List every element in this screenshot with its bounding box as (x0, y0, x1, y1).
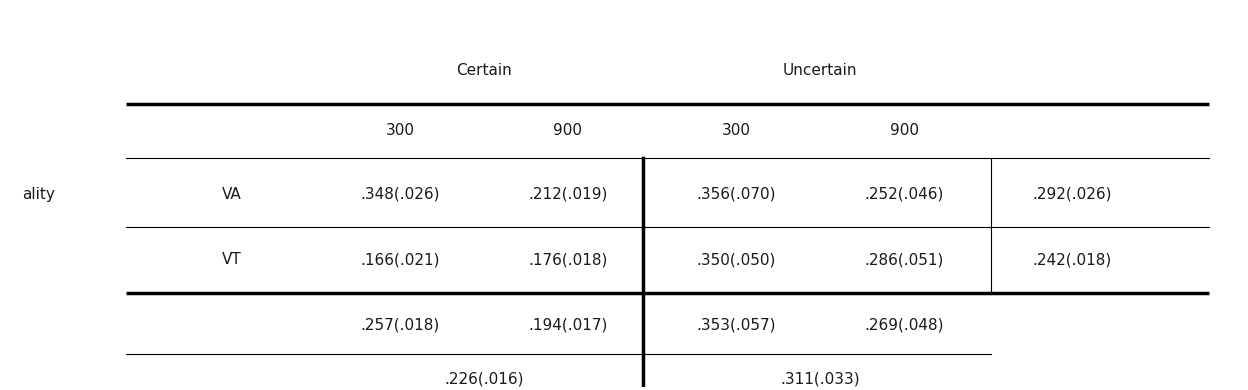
Text: Certain: Certain (456, 63, 512, 78)
Text: .269(.048): .269(.048) (865, 318, 943, 333)
Text: .348(.026): .348(.026) (361, 187, 439, 202)
Text: .242(.018): .242(.018) (1032, 252, 1112, 267)
Text: .292(.026): .292(.026) (1032, 187, 1112, 202)
Text: 900: 900 (890, 123, 919, 138)
Text: Uncertain: Uncertain (782, 63, 857, 78)
Text: .194(.017): .194(.017) (528, 318, 608, 333)
Text: .166(.021): .166(.021) (361, 252, 439, 267)
Text: ality: ality (22, 187, 55, 202)
Text: .353(.057): .353(.057) (696, 318, 776, 333)
Text: .176(.018): .176(.018) (528, 252, 608, 267)
Text: .286(.051): .286(.051) (865, 252, 943, 267)
Text: 300: 300 (386, 123, 414, 138)
Text: 900: 900 (553, 123, 583, 138)
Text: .226(.016): .226(.016) (444, 372, 524, 387)
Text: .311(.033): .311(.033) (780, 372, 860, 387)
Text: VA: VA (222, 187, 242, 202)
Text: .350(.050): .350(.050) (696, 252, 776, 267)
Text: 300: 300 (721, 123, 750, 138)
Text: .252(.046): .252(.046) (865, 187, 943, 202)
Text: VT: VT (222, 252, 242, 267)
Text: .356(.070): .356(.070) (696, 187, 776, 202)
Text: .212(.019): .212(.019) (528, 187, 608, 202)
Text: .257(.018): .257(.018) (361, 318, 439, 333)
